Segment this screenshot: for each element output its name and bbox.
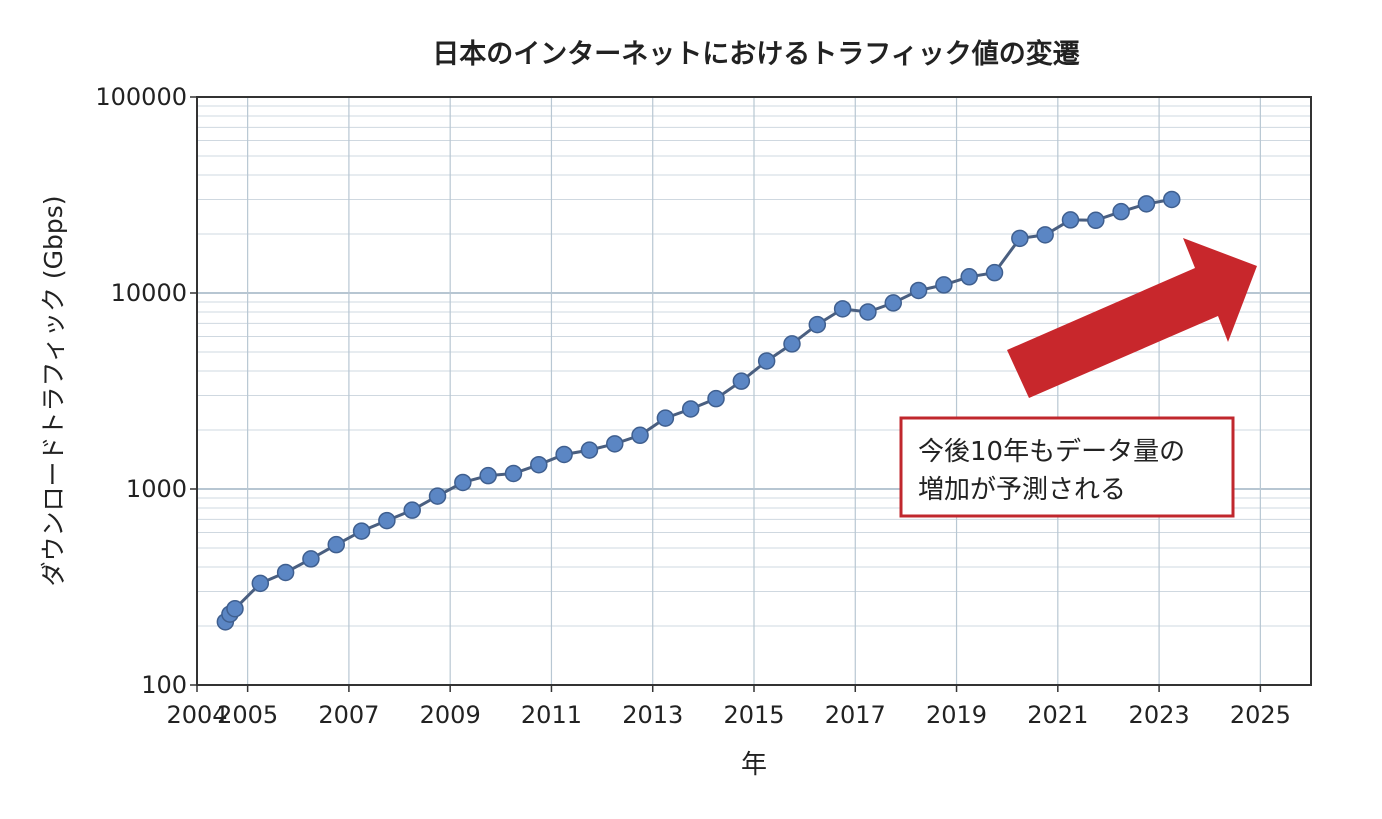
note-text-line: 今後10年もデータ量の — [918, 437, 1185, 467]
data-point — [707, 389, 725, 408]
note-text-line: 増加が予測される — [918, 475, 1126, 505]
x-tick-label: 2011 — [521, 701, 582, 729]
data-point — [1112, 202, 1130, 221]
data-point — [985, 263, 1004, 282]
data-point — [1087, 211, 1105, 230]
data-point — [935, 276, 953, 294]
data-point — [428, 487, 447, 505]
y-tick-label: 100000 — [95, 83, 187, 111]
x-tick-label: 2013 — [622, 701, 683, 729]
data-point — [530, 455, 548, 474]
annotation-arrow — [1007, 238, 1257, 398]
x-tick-label: 2023 — [1129, 701, 1190, 729]
data-point — [656, 409, 675, 427]
data-point — [276, 563, 295, 582]
data-point — [808, 315, 827, 334]
x-tick-label: 2025 — [1230, 701, 1291, 729]
data-point — [352, 522, 371, 540]
data-point — [555, 445, 573, 464]
data-point — [1011, 229, 1029, 248]
series — [216, 190, 1181, 631]
data-point — [403, 501, 421, 519]
x-tick-label: 2007 — [318, 701, 379, 729]
y-tick-label: 100 — [141, 671, 187, 699]
data-point — [327, 535, 345, 554]
data-point — [454, 473, 472, 492]
data-point — [631, 426, 649, 445]
data-point — [783, 335, 801, 353]
data-point — [580, 441, 599, 459]
data-point — [833, 300, 852, 318]
data-point — [732, 372, 751, 390]
arrow-shape — [1007, 238, 1257, 398]
note-box — [899, 416, 1235, 518]
data-point — [1163, 190, 1181, 209]
data-point — [251, 574, 270, 593]
data-point — [606, 435, 624, 453]
y-axis-title: ダウンロードトラフィック (Gbps) — [39, 195, 68, 586]
data-point — [681, 400, 700, 418]
gridlines — [196, 96, 1311, 686]
y-tick-label: 10000 — [111, 279, 187, 307]
data-point — [1061, 211, 1080, 229]
data-point — [378, 511, 396, 530]
data-point — [909, 281, 928, 300]
x-tick-label: 2019 — [926, 701, 987, 729]
x-tick-label: 2009 — [420, 701, 481, 729]
y-tick-label: 1000 — [126, 475, 187, 503]
series-line — [224, 198, 1173, 623]
x-tick-label: 2021 — [1027, 701, 1088, 729]
data-point — [1036, 226, 1054, 244]
x-tick-label: 2004 — [166, 701, 227, 729]
data-point — [479, 466, 497, 485]
data-point — [960, 268, 978, 286]
x-tick-label: 2005 — [217, 701, 278, 729]
data-point — [859, 303, 877, 321]
x-axis-title: 年 — [741, 750, 767, 780]
x-tick-label: 2015 — [723, 701, 784, 729]
data-point — [226, 599, 244, 618]
data-point — [884, 294, 902, 312]
chart-title: 日本のインターネットにおけるトラフィック値の変遷 — [432, 38, 1079, 70]
data-point — [1137, 195, 1156, 213]
data-point — [302, 550, 320, 568]
data-point — [757, 352, 776, 370]
data-point — [504, 464, 523, 483]
x-tick-label: 2017 — [825, 701, 886, 729]
y-axis: 100 1000 10000 100000 — [95, 83, 197, 699]
